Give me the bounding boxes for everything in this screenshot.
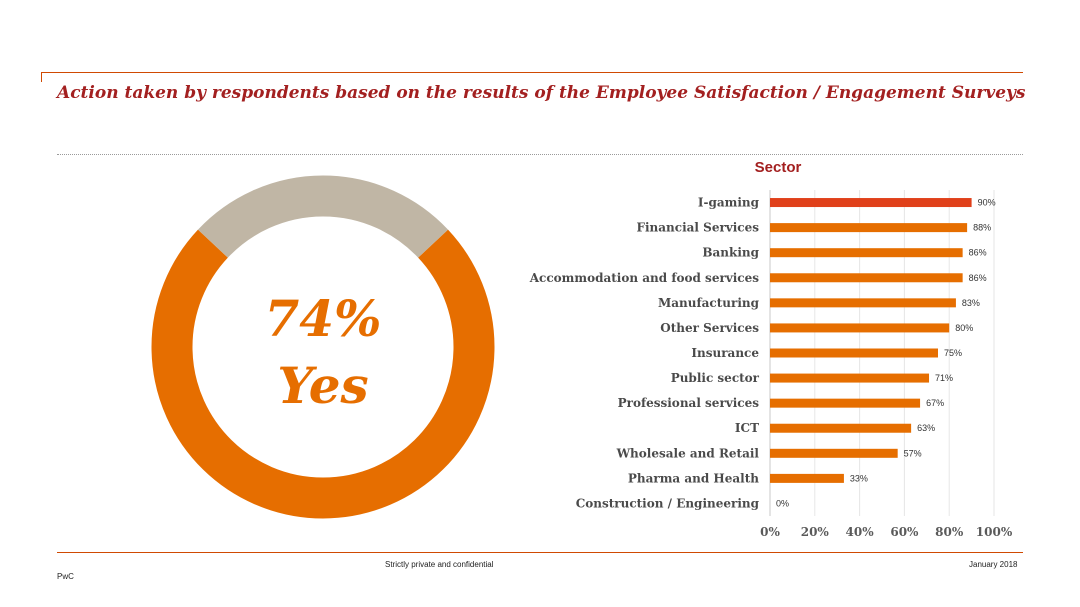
chart-title: Sector [755,159,802,176]
value-label: 83% [962,298,980,308]
header-rule-corner [41,72,42,82]
slide-title: Action taken by respondents based on the… [57,83,1026,103]
footer-rule [57,552,1023,553]
value-label: 75% [944,348,962,358]
bar [770,323,950,333]
category-label: Other Services [660,321,759,335]
value-label: 67% [926,398,944,408]
x-tick-label: 20% [801,525,830,539]
donut-slice-yes [151,229,495,519]
category-label: Banking [702,246,759,260]
bar [770,448,898,458]
footer-date: January 2018 [969,560,1018,569]
value-label: 80% [955,323,973,333]
donut-yes-label: Yes [277,356,368,415]
x-tick-label: 0% [760,525,780,539]
footer-brand: PwC [57,572,74,581]
footer-confidential: Strictly private and confidential [385,560,494,569]
category-label: Manufacturing [658,296,760,310]
category-label: Construction / Engineering [576,496,760,510]
value-label: 63% [917,423,935,433]
x-tick-label: 100% [976,525,1013,539]
category-label: Professional services [618,396,760,410]
category-label: I-gaming [698,196,760,210]
bar [770,473,844,483]
x-tick-label: 40% [846,525,875,539]
bar [770,398,921,408]
x-tick-label: 60% [890,525,919,539]
category-label: Public sector [671,371,760,385]
value-label: 57% [904,448,922,458]
category-label: Insurance [691,346,759,360]
bar [770,248,963,258]
category-label: Wholesale and Retail [616,446,760,460]
category-label: Accommodation and food services [529,271,759,285]
value-label: 90% [978,198,996,208]
category-label: Pharma and Health [628,471,759,485]
donut-chart: 74% Yes [151,175,495,519]
value-label: 86% [969,248,987,258]
donut-slice-remainder [197,175,449,258]
value-label: 33% [850,473,868,483]
bar [770,223,968,233]
bar [770,373,930,383]
value-label: 86% [969,273,987,283]
category-label: ICT [735,421,759,435]
donut-percent-label: 74% [264,289,381,348]
header-rule [41,72,1023,73]
bar [770,298,956,308]
bar [770,273,963,283]
bar [770,423,912,433]
category-label: Financial Services [636,221,759,235]
value-label: 88% [973,223,991,233]
dotted-divider [57,154,1023,155]
value-label: 0% [776,498,789,508]
bar [770,348,938,358]
value-label: 71% [935,373,953,383]
bar [770,198,972,208]
x-tick-label: 80% [935,525,964,539]
